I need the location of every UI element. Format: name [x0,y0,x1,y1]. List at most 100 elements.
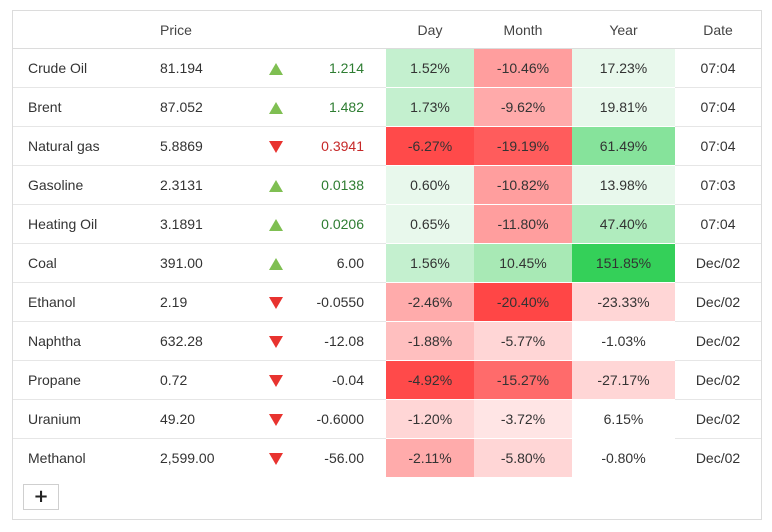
price-cell: 2,599.00 [160,450,215,466]
trend-cell [243,243,303,283]
day-change-cell: 1.56% [386,243,474,283]
header-month[interactable]: Month [474,11,572,49]
header-change [303,11,386,49]
date-cell: Dec/02 [675,399,761,439]
month-change-cell: -9.62% [474,87,572,127]
table-row[interactable]: Gasoline 2.3131 0.0138 0.60% -10.82% 13.98% 07… [13,165,761,205]
header-year[interactable]: Year [572,11,675,49]
triangle-down-icon [269,297,283,310]
triangle-down-icon [269,141,283,154]
year-change-cell: 19.81% [572,87,675,127]
year-change-cell: 13.98% [572,165,675,205]
price-cell: 3.1891 [143,204,243,244]
month-change-cell: -15.27% [474,360,572,400]
table-body: Crude Oil 81.194 1.214 1.52% -10.46% 17.23% 07… [13,48,761,478]
commodity-name[interactable]: Brent [13,87,143,127]
date-cell: 07:04 [675,87,761,127]
change-cell: -0.0550 [303,282,386,322]
triangle-up-icon [269,219,283,232]
triangle-down-icon [269,414,283,427]
commodity-name[interactable]: Gasoline [13,165,143,205]
commodity-name[interactable]: Heating Oil [13,204,143,244]
commodity-name[interactable]: Ethanol [13,282,143,322]
day-change-cell: -2.46% [386,282,474,322]
price-cell: 81.194 [143,48,243,88]
triangle-down-icon [269,375,283,388]
change-cell: 0.0206 [303,204,386,244]
table-row[interactable]: Heating Oil 3.1891 0.0206 0.65% -11.80% 47.40… [13,204,761,244]
trend-cell [243,126,303,166]
commodity-name[interactable]: Uranium [13,399,143,439]
day-change-cell: -2.11% [386,438,474,477]
date-cell: 07:04 [675,48,761,88]
date-cell: 07:04 [675,204,761,244]
trend-cell [243,321,303,361]
month-change-cell: -20.40% [474,282,572,322]
table-row[interactable]: Natural gas 5.8869 0.3941 -6.27% -19.19% 61.4… [13,126,761,166]
triangle-up-icon [269,180,283,193]
table-row[interactable]: Uranium 49.20 -0.6000 -1.20% -3.72% 6.15% Dec/… [13,399,761,439]
header-price[interactable]: Price [143,11,243,49]
month-change-cell: -10.46% [474,48,572,88]
date-cell: Dec/02 [675,243,761,283]
commodity-name[interactable]: Natural gas [13,126,143,166]
year-change-cell: 151.85% [572,243,675,283]
day-change-cell: -6.27% [386,126,474,166]
triangle-up-icon [269,63,283,76]
year-change-cell: -27.17% [572,360,675,400]
commodity-name[interactable]: Naphtha [13,321,143,361]
price-cell: 49.20 [143,399,243,439]
year-change-cell: 47.40% [572,204,675,244]
change-cell: 6.00 [303,243,386,283]
table-row[interactable]: Coal 391.00 6.00 1.56% 10.45% 151.85% Dec/02 [13,243,761,283]
day-change-cell: -1.88% [386,321,474,361]
day-change-cell: -1.20% [386,399,474,439]
commodity-name[interactable]: Coal [13,243,143,283]
header-arrow [243,11,303,49]
year-change-cell: 6.15% [572,399,675,439]
year-change-cell: 61.49% [572,126,675,166]
price-cell: 2.19 [143,282,243,322]
month-change-cell: -3.72% [474,399,572,439]
price-cell: 632.28 [143,321,243,361]
price-cell: 0.72 [143,360,243,400]
add-button[interactable]: + [23,484,59,510]
month-change-cell: -5.77% [474,321,572,361]
commodity-name[interactable]: Crude Oil [13,48,143,88]
header-name [13,11,143,49]
commodities-panel: Price Day Month Year Date Crude Oil 81.19… [12,10,762,520]
table-row[interactable]: Methanol 2,599.00 -56.00 -2.11% -5.80% -0.80%… [13,438,761,478]
triangle-down-icon [269,336,283,349]
table-row[interactable]: Crude Oil 81.194 1.214 1.52% -10.46% 17.23% 07… [13,48,761,88]
table-row[interactable]: Ethanol 2.19 -0.0550 -2.46% -20.40% -23.33% De… [13,282,761,322]
change-cell: 0.3941 [303,126,386,166]
day-change-cell: 0.60% [386,165,474,205]
table-row[interactable]: Brent 87.052 1.482 1.73% -9.62% 19.81% 07:04 [13,87,761,127]
change-cell: 0.0138 [303,165,386,205]
commodity-name[interactable]: Methanol [28,450,86,466]
change-cell: 1.482 [303,87,386,127]
triangle-down-icon [269,453,283,466]
change-cell: 1.214 [303,48,386,88]
change-cell: -0.04 [303,360,386,400]
trend-cell [243,165,303,205]
year-change-cell: -1.03% [572,321,675,361]
price-cell: 391.00 [143,243,243,283]
header-day[interactable]: Day [386,11,474,49]
commodities-table: Price Day Month Year Date Crude Oil 81.19… [13,11,761,477]
date-cell: Dec/02 [675,282,761,322]
header-date[interactable]: Date [675,11,761,49]
change-cell: -0.6000 [303,399,386,439]
trend-cell [243,360,303,400]
date-cell: 07:04 [675,126,761,166]
day-change-cell: 1.73% [386,87,474,127]
table-row[interactable]: Propane 0.72 -0.04 -4.92% -15.27% -27.17% Dec/… [13,360,761,400]
price-cell: 5.8869 [143,126,243,166]
commodity-name[interactable]: Propane [13,360,143,400]
trend-cell [243,439,303,478]
change-cell: -12.08 [303,321,386,361]
triangle-up-icon [269,102,283,115]
table-row[interactable]: Naphtha 632.28 -12.08 -1.88% -5.77% -1.03% Dec… [13,321,761,361]
month-change-cell: -11.80% [474,204,572,244]
year-change-cell: -0.80% [572,438,675,477]
